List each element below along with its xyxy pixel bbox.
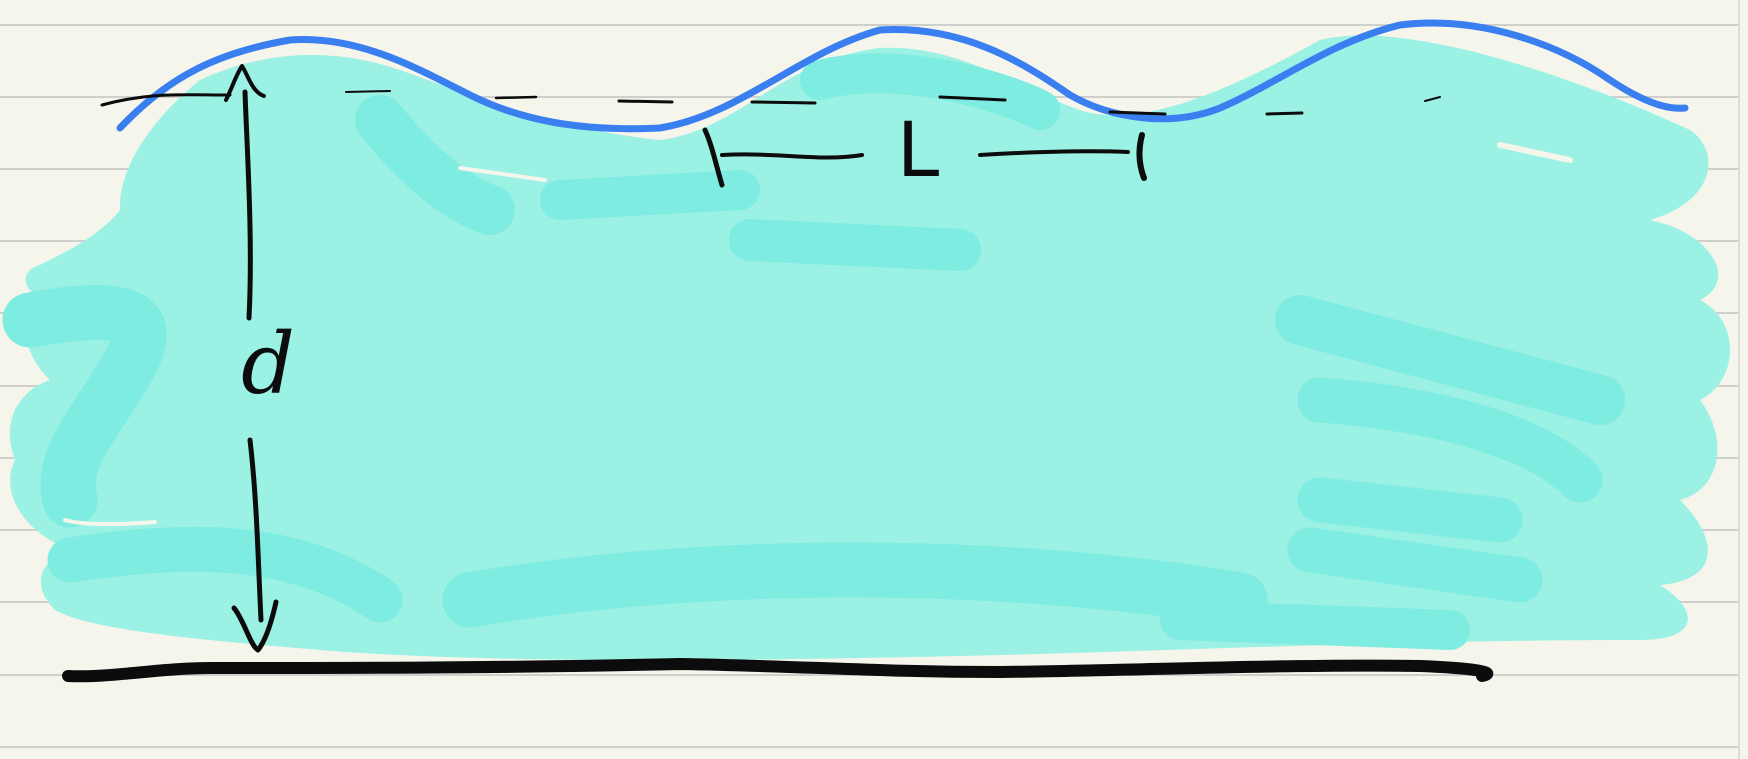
crayon-stroke bbox=[540, 170, 760, 220]
level-dash bbox=[1424, 96, 1441, 102]
wave-surface-line bbox=[116, 19, 1689, 133]
still-water-level bbox=[100, 90, 1441, 116]
crayon-strokes bbox=[2, 53, 1625, 650]
crayon-stroke bbox=[800, 53, 1060, 130]
crayon-stroke bbox=[442, 542, 1268, 628]
level-dash bbox=[1108, 110, 1167, 116]
seabed-line bbox=[62, 658, 1494, 683]
crayon-gaps bbox=[63, 142, 1573, 527]
crayon-gap bbox=[63, 518, 157, 527]
level-dash bbox=[494, 95, 538, 100]
depth-arrow bbox=[224, 64, 279, 653]
level-dash bbox=[617, 99, 674, 104]
depth-arrow-bottom-head bbox=[231, 599, 279, 653]
crayon-stroke bbox=[47, 526, 403, 623]
length-label: L bbox=[897, 105, 939, 194]
level-dash bbox=[938, 95, 1007, 102]
length-left-tick bbox=[702, 127, 725, 188]
depth-arrow-lower-shaft bbox=[247, 437, 264, 623]
length-right-line bbox=[978, 149, 1130, 157]
crayon-stroke bbox=[355, 95, 515, 235]
depth-label: d bbox=[241, 315, 295, 413]
crayon-gap bbox=[1497, 142, 1573, 163]
depth-arrow-top-head bbox=[224, 64, 266, 102]
length-right-tick bbox=[1136, 132, 1147, 181]
crayon-stroke bbox=[729, 219, 981, 271]
crayon-stroke bbox=[1275, 295, 1625, 425]
crayon-stroke bbox=[1287, 527, 1543, 603]
level-dash bbox=[345, 90, 391, 93]
level-dash bbox=[750, 100, 817, 105]
level-dash bbox=[1265, 111, 1304, 116]
length-left-line bbox=[720, 152, 864, 160]
crayon-stroke bbox=[1297, 377, 1603, 503]
crayon-stroke bbox=[2, 285, 167, 528]
depth-arrow-upper-shaft bbox=[242, 89, 253, 321]
water-fill bbox=[2, 35, 1731, 660]
level-dash bbox=[100, 93, 232, 107]
length-marker bbox=[702, 127, 1147, 188]
crayon-stroke bbox=[1160, 600, 1470, 650]
crayon-gap bbox=[458, 166, 547, 182]
crayon-stroke bbox=[1297, 477, 1523, 543]
